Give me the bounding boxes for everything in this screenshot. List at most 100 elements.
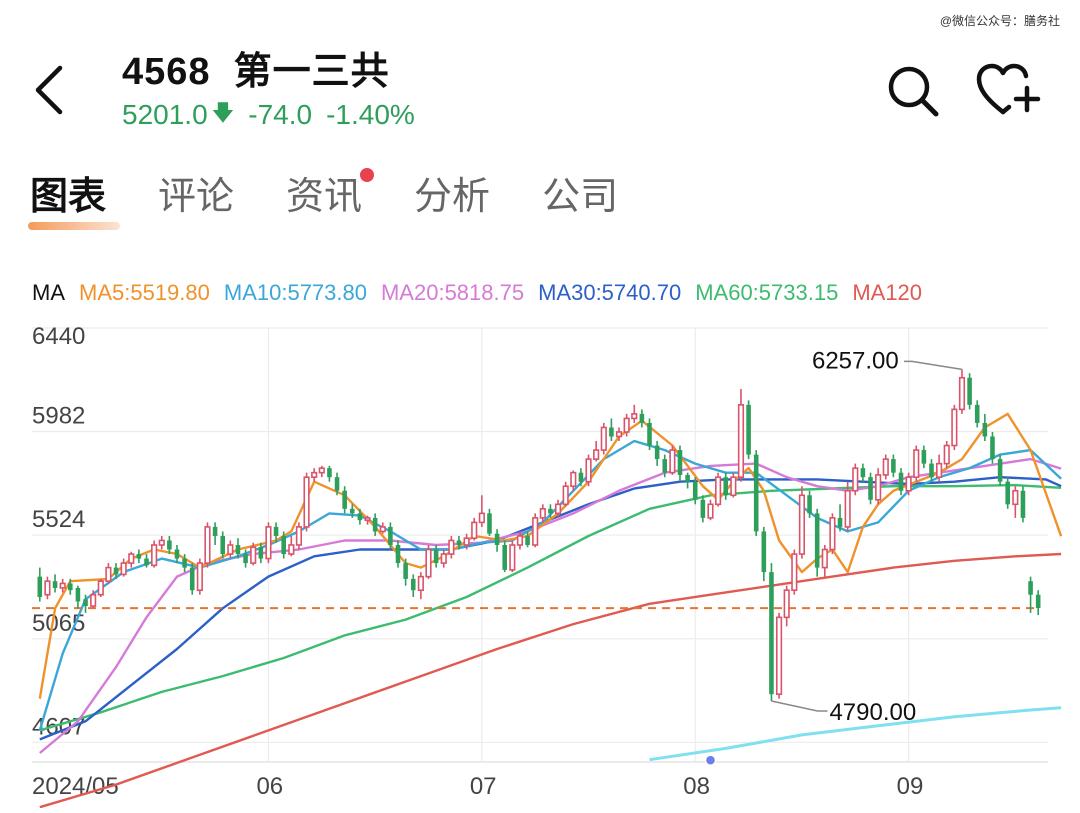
candle-body [1028,581,1033,595]
candle-body [585,458,592,483]
candle [281,531,286,559]
candle [357,508,363,525]
candle-body [532,517,539,546]
candle [997,454,1003,487]
y-tick-label: 5065 [32,610,85,637]
candle [144,554,149,568]
candle [1020,486,1026,523]
candle [609,418,614,442]
candle-body [167,540,172,550]
candle [97,578,104,597]
candle-body [1020,490,1026,518]
candle [288,535,295,557]
candle-body [548,508,553,514]
candle-body [761,531,767,573]
candle-body [113,567,119,575]
stock-title: 4568 第一三共 [122,40,390,95]
candle-body [364,517,371,521]
candle-body [791,553,798,592]
candle [90,590,97,609]
search-icon[interactable] [886,64,940,118]
tab-news-label: 资讯 [286,176,363,218]
candle [539,504,546,523]
candle [829,513,836,555]
candle [37,567,43,602]
candle-body [273,526,279,536]
candle-body [59,582,66,589]
candle-body [37,576,43,597]
candle [562,481,569,507]
candle [891,454,896,478]
candle-body [327,468,332,478]
y-tick-label: 5524 [32,506,85,533]
candle-body [707,503,714,519]
candle-body [258,547,264,559]
tab-chart[interactable]: 图表 [28,172,120,230]
candle [723,472,729,500]
candle [487,508,492,536]
candle-body [730,476,737,497]
candle-body [692,481,698,500]
tab-company-label: 公司 [542,176,619,218]
candle-body [639,413,645,423]
candle-body [685,474,690,482]
candle-body [943,444,950,465]
tab-company[interactable]: 公司 [542,172,618,222]
candle [525,531,530,548]
tab-news[interactable]: 资讯 [286,168,375,222]
candle-body [982,422,988,437]
candle [639,409,645,428]
notification-dot [360,168,375,182]
ma60-label: MA60:5733.15 [695,280,839,305]
stock-price: 5201.0 [122,99,208,130]
candle-body [669,449,676,474]
candle-body [974,404,980,423]
candle [677,445,683,482]
candle-body [502,545,507,570]
tab-comments[interactable]: 评论 [158,172,234,222]
candle [905,472,912,496]
candle [258,542,264,564]
tab-analysis[interactable]: 分析 [414,172,490,222]
candle [463,533,470,550]
ma-legend-prefix: MA [32,280,65,305]
annotation-leader [771,700,828,712]
stock-change-pct: -1.40% [326,99,415,130]
candle-body [868,477,873,500]
candle [417,572,424,600]
candle [929,459,934,482]
candle-body [440,553,447,564]
candle [128,551,135,568]
candle [83,594,88,613]
add-favorite-heart-icon[interactable] [975,62,1041,118]
tab-bar: 图表 评论 资讯 分析 公司 [28,168,670,230]
candle-body [609,427,614,437]
candle [364,515,371,525]
candle [1012,486,1019,518]
candle-body [525,535,530,545]
back-arrow-icon[interactable] [30,62,70,118]
candle [769,563,774,701]
candle [68,578,73,595]
candle [685,472,690,489]
candle [554,499,562,518]
candle [204,522,211,568]
candle [220,531,226,559]
watermark: @微信公众号：膳务社 [939,14,1060,28]
candle-body [891,459,896,473]
candle [775,612,783,699]
candle-body [372,517,378,532]
candle-body [844,489,851,528]
candle-body [1012,489,1019,506]
candle-body [509,544,516,571]
candle-body [929,463,934,478]
candle [730,472,737,498]
candle-body [662,459,668,473]
candle-body [136,554,142,559]
candle [951,404,958,451]
candle-body [570,471,577,488]
ma-legend[interactable]: MA MA5:5519.80 MA10:5773.80 MA20:5818.75… [32,280,922,306]
candle [235,538,241,559]
candle [753,450,759,536]
